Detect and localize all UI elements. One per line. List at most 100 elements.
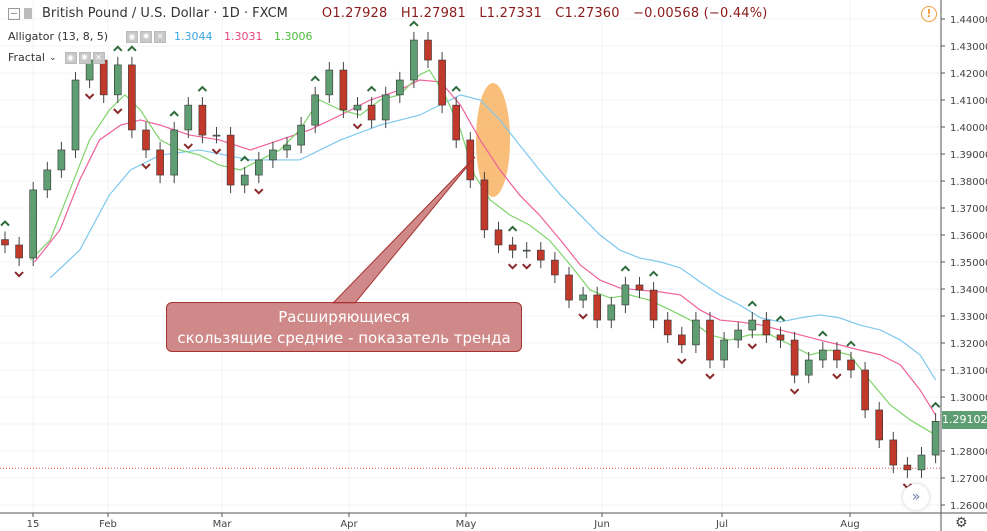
fractal-down-icon — [578, 313, 588, 320]
candle-body — [565, 274, 573, 301]
fractal-label[interactable]: Fractal — [8, 51, 45, 64]
candle-body — [424, 39, 432, 61]
candle-body — [311, 94, 320, 126]
fractal-up-icon — [620, 265, 631, 272]
candle-body — [297, 124, 305, 146]
close-value: C1.27360 — [555, 6, 620, 21]
double-chevron-right-icon[interactable]: » — [903, 484, 929, 510]
symbol-title[interactable]: British Pound / U.S. Dollar · 1D · FXCM — [42, 6, 288, 21]
candle-body — [480, 179, 489, 231]
collapse-icon[interactable] — [8, 7, 20, 20]
candle-body — [847, 359, 855, 371]
price-tick-label: 1.38000 — [950, 177, 987, 188]
candle-body — [184, 104, 193, 131]
time-tick-label: May — [456, 519, 477, 530]
candle-body — [367, 104, 376, 121]
candle-body — [818, 349, 827, 361]
fractal-down-icon — [84, 93, 95, 100]
fractal-down-icon — [141, 163, 151, 170]
price-tick-label: 1.41000 — [950, 96, 987, 107]
gear-icon[interactable]: ✱ — [140, 30, 153, 43]
annotation-callout[interactable]: Расширяющиеся скользящие средние - показ… — [166, 302, 522, 352]
candle-body — [339, 69, 348, 111]
alligator-label[interactable]: Alligator (13, 8, 5) — [8, 30, 109, 43]
lips-value: 1.3006 — [274, 30, 313, 43]
fractal-up-icon — [747, 300, 758, 307]
candle-body — [381, 94, 390, 121]
candle-body — [269, 149, 277, 161]
price-tick-label: 1.39000 — [950, 150, 987, 161]
candle-body — [410, 39, 418, 81]
fractal-up-icon — [127, 45, 137, 52]
eye-icon[interactable]: ◉ — [64, 51, 77, 64]
candle-body — [29, 189, 38, 259]
price-tick-label: 1.27000 — [950, 474, 987, 485]
high-value: H1.27981 — [400, 6, 466, 21]
highlight-ellipse — [476, 83, 510, 197]
candle-body — [607, 304, 616, 321]
symbol-header: British Pound / U.S. Dollar · 1D · FXCM … — [8, 6, 777, 21]
candle-body — [706, 319, 714, 361]
candle-body — [43, 169, 52, 191]
candle-body — [833, 349, 841, 361]
fractal-up-icon — [0, 220, 10, 227]
fractal-up-icon — [197, 85, 208, 92]
candle-body — [508, 244, 517, 251]
time-tick-label: Mar — [213, 519, 233, 530]
fractal-up-icon — [507, 225, 518, 232]
candle-body — [677, 334, 686, 346]
fractal-up-icon — [169, 110, 179, 117]
candle-body — [283, 144, 291, 151]
close-icon[interactable]: ✕ — [154, 30, 167, 43]
candle-body — [790, 339, 799, 376]
price-tick-label: 1.33000 — [950, 312, 987, 323]
time-tick-label: Feb — [99, 519, 117, 530]
fractal-up-icon — [930, 401, 941, 408]
candle-body — [579, 294, 587, 301]
warning-icon[interactable]: ! — [921, 6, 937, 22]
jaw-value: 1.3044 — [174, 30, 213, 43]
fractal-legend: Fractal ⌄ ◉ ✱ ✕ — [8, 51, 105, 64]
candle-body — [692, 319, 700, 346]
candle-body — [128, 64, 136, 131]
gear-icon[interactable]: ✱ — [78, 51, 91, 64]
gear-icon[interactable]: ⚙ — [955, 515, 968, 531]
candle-body — [748, 319, 757, 331]
candle-body — [663, 319, 672, 336]
fractal-up-icon — [366, 85, 377, 92]
candle-body — [734, 329, 743, 341]
fractal-up-icon — [818, 330, 828, 337]
teeth-value: 1.3031 — [224, 30, 263, 43]
time-tick-label: Aug — [840, 519, 860, 530]
candle-body — [15, 244, 23, 259]
time-tick-label: Apr — [340, 519, 358, 530]
fractal-up-icon — [409, 20, 419, 27]
price-tick-label: 1.40000 — [950, 123, 987, 134]
chevron-down-icon[interactable]: ⌄ — [48, 52, 57, 63]
candle-body — [57, 149, 66, 171]
close-icon[interactable]: ✕ — [92, 51, 105, 64]
fractal-down-icon — [705, 373, 715, 380]
time-tick-label: Jul — [715, 519, 728, 530]
annotation-line-1: Расширяющиеся — [278, 308, 410, 326]
candle-body — [114, 64, 122, 96]
candle-body — [776, 334, 785, 341]
low-value: L1.27331 — [479, 6, 542, 21]
price-tick-label: 1.31000 — [950, 366, 987, 377]
candle-body — [917, 454, 926, 471]
price-tick-label: 1.30000 — [950, 393, 987, 404]
candle-body — [593, 294, 602, 321]
candle-body — [240, 174, 249, 186]
candle-body — [466, 139, 475, 181]
last-price-label: 1.29102 — [942, 411, 987, 429]
candle-body — [452, 104, 461, 141]
eye-icon[interactable]: ◉ — [126, 30, 139, 43]
candle-body — [522, 249, 531, 252]
fractal-down-icon — [254, 188, 264, 195]
fractal-up-icon — [846, 340, 856, 347]
candle-body — [156, 149, 164, 176]
price-tick-label: 1.26000 — [950, 501, 987, 512]
fractal-down-icon — [521, 263, 532, 270]
fractal-down-icon — [677, 358, 687, 365]
